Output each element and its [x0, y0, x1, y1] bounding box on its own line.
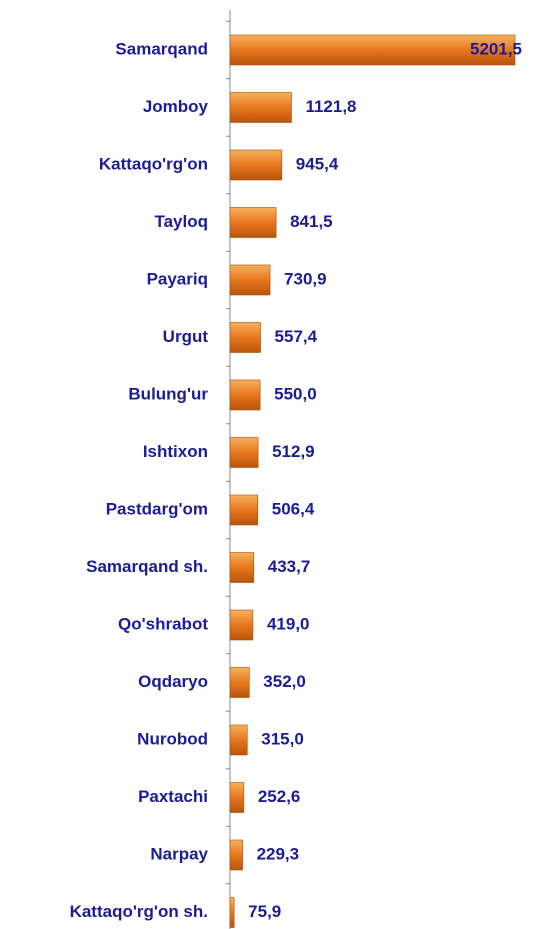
category-label: Payariq: [147, 269, 208, 288]
bar: [230, 495, 258, 525]
value-label: 252,6: [258, 787, 301, 806]
bar: [230, 610, 253, 640]
category-label: Samarqand: [115, 39, 208, 58]
value-label: 352,0: [263, 672, 306, 691]
value-label: 557,4: [275, 327, 318, 346]
category-label: Tayloq: [154, 212, 208, 231]
category-label: Samarqand sh.: [86, 557, 208, 576]
value-label: 841,5: [290, 212, 333, 231]
category-label: Nurobod: [137, 729, 208, 748]
bar: [230, 438, 258, 468]
value-label: 433,7: [268, 557, 311, 576]
category-label: Paxtachi: [138, 787, 208, 806]
bar: [230, 323, 261, 353]
value-label: 75,9: [248, 902, 281, 921]
category-label: Jomboy: [143, 97, 209, 116]
bar: [230, 265, 270, 295]
value-label: 5201,5: [470, 39, 522, 58]
category-label: Urgut: [163, 327, 209, 346]
value-label: 945,4: [296, 154, 339, 173]
chart: Samarqand 5201,5 Jomboy 1121,8 Kattaqo'rg'on…: [0, 0, 542, 929]
bar: [230, 93, 291, 123]
category-label: Kattaqo'rg'on sh.: [70, 902, 208, 921]
value-label: 506,4: [272, 499, 315, 518]
bar: [230, 150, 282, 180]
bar: [230, 380, 260, 410]
value-label: 730,9: [284, 269, 327, 288]
value-label: 550,0: [274, 384, 317, 403]
category-label: Qo'shrabot: [118, 614, 208, 633]
bar: [230, 783, 244, 813]
bar: [230, 898, 234, 928]
value-label: 315,0: [261, 729, 304, 748]
bar: [230, 725, 247, 755]
category-label: Ishtixon: [143, 442, 208, 461]
value-label: 1121,8: [305, 97, 356, 116]
category-label: Bulung'ur: [128, 384, 208, 403]
bar: [230, 840, 243, 870]
value-label: 419,0: [267, 614, 310, 633]
bar: [230, 668, 249, 698]
category-label: Pastdarg'om: [106, 499, 208, 518]
value-label: 229,3: [257, 844, 300, 863]
bar: [230, 553, 254, 583]
category-label: Kattaqo'rg'on: [99, 154, 208, 173]
value-label: 512,9: [272, 442, 315, 461]
category-label: Oqdaryo: [138, 672, 208, 691]
category-label: Narpay: [150, 844, 208, 863]
bar: [230, 208, 276, 238]
